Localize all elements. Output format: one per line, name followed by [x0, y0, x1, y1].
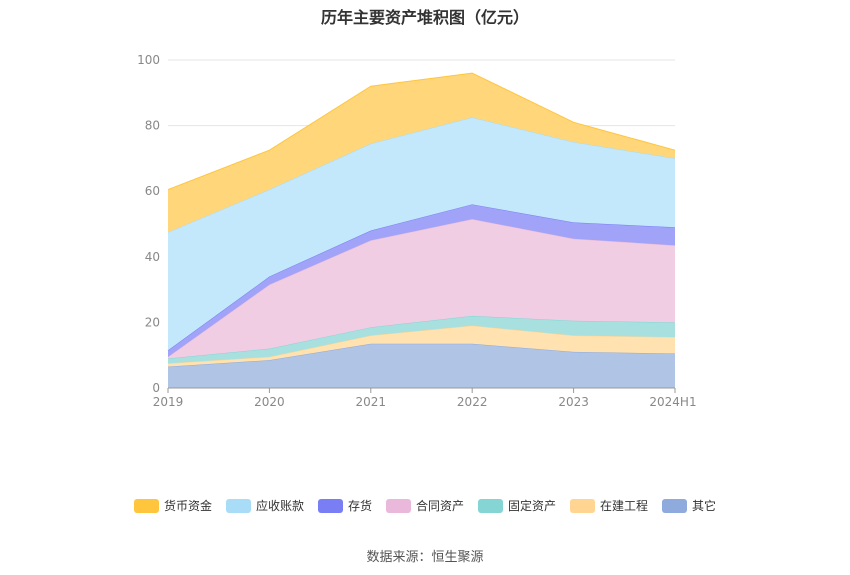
legend-swatch	[662, 498, 688, 513]
x-tick-label: 2023	[558, 395, 589, 409]
x-tick-label: 2022	[457, 395, 488, 409]
y-tick-label: 80	[145, 119, 160, 133]
legend-label: 货币资金	[163, 499, 212, 513]
x-tick-label: 2020	[254, 395, 285, 409]
area-series-2	[168, 315, 675, 364]
y-tick-label: 40	[145, 250, 160, 264]
area-series-4	[168, 204, 675, 357]
y-tick-label: 60	[145, 184, 160, 198]
chart-title: 历年主要资产堆积图（亿元）	[320, 8, 529, 27]
legend-swatch	[225, 498, 251, 513]
area-series-line-3	[167, 218, 676, 358]
axes: 0 20 40 60 80 100 2019 2020 2021 2022 2023 2024H1	[137, 53, 697, 409]
legend-label: 固定资产	[508, 499, 557, 513]
area-series-0	[168, 343, 675, 388]
area-series-line-6	[167, 72, 676, 191]
legend-item[interactable]: 在建工程	[570, 497, 648, 514]
legend-label: 在建工程	[600, 499, 649, 513]
legend-label: 其它	[692, 499, 717, 513]
legend-item[interactable]: 合同资产	[385, 497, 464, 514]
x-tick-label: 2024H1	[649, 395, 696, 409]
area-series-6	[168, 73, 675, 233]
x-tick-label: 2021	[356, 395, 387, 409]
legend-swatch	[478, 498, 503, 513]
legend-label: 合同资产	[415, 499, 464, 513]
area-series-3	[168, 219, 675, 359]
y-tick-label: 0	[152, 381, 160, 395]
legend-label: 存货	[347, 499, 372, 513]
legend-item[interactable]: 存货	[317, 497, 372, 514]
data-source-note: 数据来源：恒生聚源	[366, 550, 484, 565]
legend: 货币资金 应收账款 存货 合同资产 固定资产 在建工程 其它	[0, 497, 850, 514]
legend-swatch	[317, 498, 343, 513]
legend-item[interactable]: 其它	[662, 497, 716, 514]
legend-item[interactable]: 货币资金	[133, 497, 212, 514]
area-series-1	[168, 325, 675, 367]
legend-item[interactable]: 应收账款	[225, 497, 304, 514]
area-series-5	[168, 117, 675, 351]
area-series	[167, 72, 676, 388]
x-tick-label: 2019	[153, 395, 184, 409]
legend-swatch	[570, 498, 596, 513]
legend-label: 应收账款	[255, 499, 304, 513]
legend-swatch	[133, 498, 159, 513]
y-tick-label: 100	[137, 53, 160, 67]
legend-swatch	[385, 498, 411, 513]
y-tick-label: 20	[145, 315, 160, 329]
area-series-line-5	[167, 116, 676, 233]
legend-item[interactable]: 固定资产	[478, 497, 556, 514]
